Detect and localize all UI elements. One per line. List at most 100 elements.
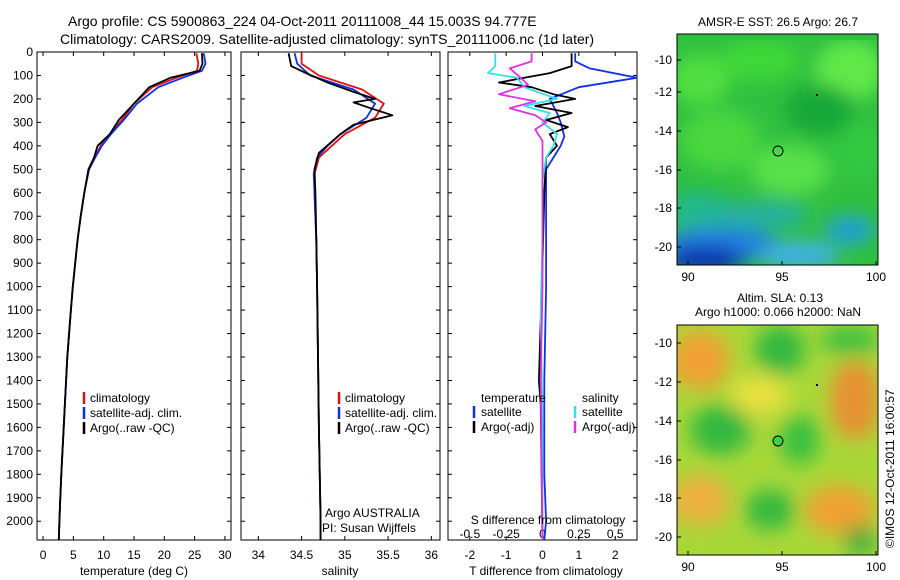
map_sst-ytick-label: -10 xyxy=(655,53,673,67)
depth-tick-label: 1300 xyxy=(6,350,33,364)
map_sla-ytick-label: -14 xyxy=(655,414,673,428)
difference-series-line xyxy=(543,53,637,540)
salinity-xtick-label: 34 xyxy=(252,548,266,562)
sla-point-marker xyxy=(816,384,818,386)
map-axis-ticks: 90 95 100 -10 -12 -14 -16 -18 -20 90 95 100 -10 -12 -1… xyxy=(655,53,887,574)
map_sst-ytick-label: -20 xyxy=(655,240,673,254)
difference-xtick-label: 0 xyxy=(539,548,546,562)
difference-series-line xyxy=(498,53,547,540)
depth-tick-label: 1600 xyxy=(6,420,33,434)
depth-tick-label: 400 xyxy=(13,139,33,153)
sst-map xyxy=(677,34,878,265)
map_sst-ytick-label: -16 xyxy=(655,163,673,177)
depth-tick-label: 1900 xyxy=(6,491,33,505)
temperature-xtick-label: 5 xyxy=(70,548,77,562)
difference-xlabel: T difference from climatology xyxy=(469,564,623,578)
depth-tick-label: 1500 xyxy=(6,397,33,411)
temperature-legend: climatology satellite-adj. clim. Argo(..… xyxy=(82,391,182,435)
salinity-xlabel: salinity xyxy=(322,564,359,578)
legend-label-satellite: satellite-adj. clim. xyxy=(90,406,182,420)
sst-point-marker xyxy=(816,94,818,96)
map_sst-xtick-label: 90 xyxy=(681,270,695,284)
legend-label-climatology: climatology xyxy=(90,391,150,405)
legend-label-satellite: satellite-adj. clim. xyxy=(345,406,437,420)
temperature-xtick-label: 15 xyxy=(127,548,141,562)
legend-label-sal-satellite: satellite xyxy=(582,405,623,419)
difference-series-group xyxy=(487,53,637,540)
sst-map-frame xyxy=(676,33,879,266)
header-line-2: Climatology: CARS2009. Satellite-adjuste… xyxy=(60,31,594,47)
salinity-legend: climatology satellite-adj. clim. Argo(..… xyxy=(322,391,437,535)
salinity-xtick-label: 35.5 xyxy=(376,548,400,562)
map_sla-xtick-label: 90 xyxy=(681,560,695,574)
depth-tick-label: 1100 xyxy=(7,303,33,317)
legend-title-salinity: salinity xyxy=(582,391,619,405)
map_sla-xtick-label: 100 xyxy=(866,560,886,574)
salinity-series-line xyxy=(287,53,394,540)
map_sla-ytick-label: -12 xyxy=(655,375,673,389)
depth-tick-label: 1200 xyxy=(6,327,33,341)
legend-label-sal-argo: Argo(-adj) xyxy=(582,420,635,434)
temperature-panel xyxy=(36,51,232,541)
depth-tick-label: 1400 xyxy=(6,373,33,387)
depth-tick-label: 800 xyxy=(13,233,33,247)
depth-tick-label: 900 xyxy=(13,256,33,270)
difference-top-xlabel: S difference from climatology xyxy=(471,513,626,527)
depth-tick-label: 700 xyxy=(13,209,33,223)
sst-map-title: AMSR-E SST: 26.5 Argo: 26.7 xyxy=(698,15,858,29)
temperature-series-line xyxy=(57,53,204,540)
float-pi-label: PI: Susan Wijffels xyxy=(322,521,416,535)
legend-label-argo: Argo(..raw -QC) xyxy=(345,421,430,435)
map_sla-xtick-label: 95 xyxy=(775,560,789,574)
depth-tick-label: 200 xyxy=(13,92,33,106)
depth-tick-label: 1800 xyxy=(6,467,33,481)
depth-tick-label: 1700 xyxy=(6,444,33,458)
difference-legend: temperature satellite Argo(-adj) salinit… xyxy=(472,391,635,434)
depth-tick-label: 1000 xyxy=(6,280,33,294)
legend-title-temperature: temperature xyxy=(481,391,546,405)
depth-tick-label: 0 xyxy=(26,45,33,59)
map_sla-ytick-label: -16 xyxy=(655,453,673,467)
sst-argo-marker xyxy=(772,145,784,157)
legend-label-temp-satellite: satellite xyxy=(481,405,522,419)
float-program-label: Argo AUSTRALIA xyxy=(325,506,420,520)
sla-map-title-1: Altim. SLA: 0.13 xyxy=(737,291,823,305)
map_sst-xtick-label: 95 xyxy=(775,270,789,284)
map_sst-ytick-label: -12 xyxy=(655,85,673,99)
temperature-xtick-label: 0 xyxy=(40,548,47,562)
temperature-series-group xyxy=(57,53,207,540)
map_sla-ytick-label: -20 xyxy=(655,530,673,544)
depth-tick-label: 100 xyxy=(13,68,33,82)
map_sla-ytick-label: -10 xyxy=(655,336,673,350)
temperature-xlabel: temperature (deg C) xyxy=(80,564,188,578)
difference-top-tick-label: 0.5 xyxy=(607,527,624,541)
salinity-xtick-label: 36 xyxy=(425,548,439,562)
sla-map-frame xyxy=(676,324,879,556)
difference-top-tick-label: -0.25 xyxy=(492,527,520,541)
sla-argo-marker xyxy=(772,435,784,447)
difference-xtick-label: 1 xyxy=(576,548,583,562)
depth-tick-label: 500 xyxy=(13,162,33,176)
salinity-series-group xyxy=(287,52,394,540)
map_sst-ytick-label: -18 xyxy=(655,201,673,215)
map_sst-xtick-label: 100 xyxy=(866,270,886,284)
depth-tick-label: 2000 xyxy=(6,514,33,528)
difference-xtick-label: -2 xyxy=(464,548,475,562)
axis-ticks: 0 5 10 15 20 25 300100200300400500600700800900… xyxy=(6,45,637,562)
sla-map-title-2: Argo h1000: 0.066 h2000: NaN xyxy=(695,305,861,319)
legend-label-argo: Argo(..raw -QC) xyxy=(90,421,175,435)
depth-tick-label: 600 xyxy=(13,186,33,200)
map_sla-ytick-label: -18 xyxy=(655,491,673,505)
legend-label-climatology: climatology xyxy=(345,391,405,405)
salinity-xtick-label: 35 xyxy=(338,548,352,562)
profile-series xyxy=(57,52,637,540)
difference-xtick-label: 2 xyxy=(612,548,619,562)
temperature-xtick-label: 25 xyxy=(188,548,202,562)
salinity-panel xyxy=(240,51,441,541)
temperature-xtick-label: 20 xyxy=(158,548,172,562)
difference-top-tick-label: 0.25 xyxy=(567,527,591,541)
depth-tick-label: 300 xyxy=(13,115,33,129)
temperature-xtick-label: 10 xyxy=(97,548,111,562)
imos-credit: ©IMOS 12-Oct-2011 16:00:57 xyxy=(883,389,897,548)
